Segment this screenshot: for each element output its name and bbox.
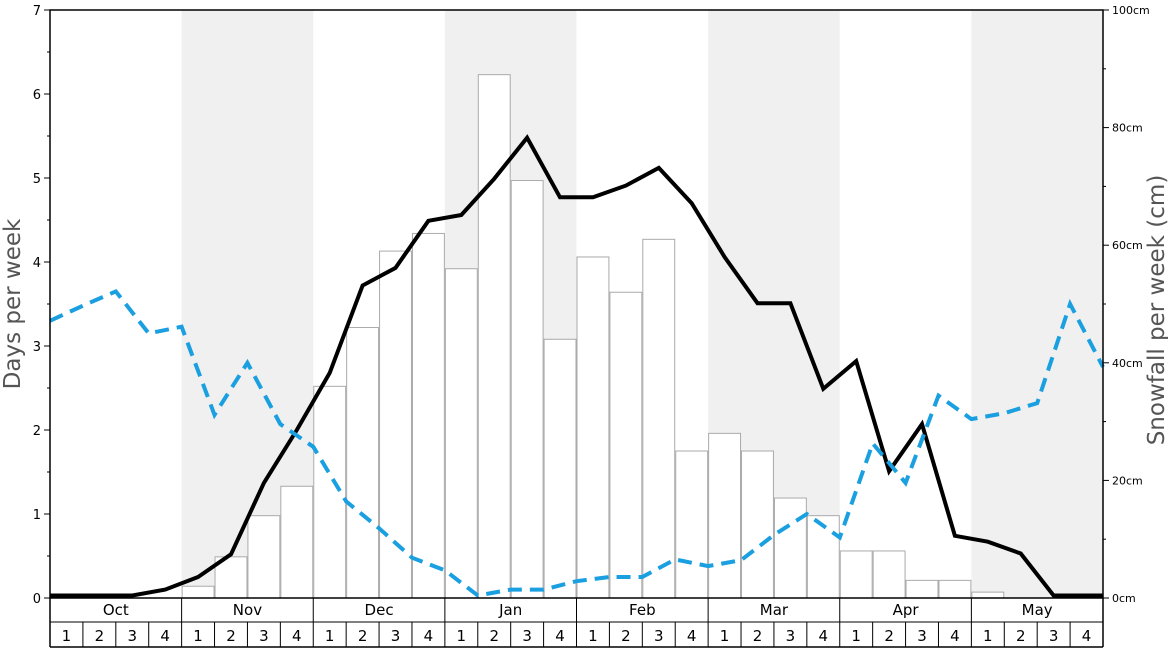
week-label: 2 — [489, 627, 499, 645]
month-label-may: May — [1022, 601, 1053, 619]
snowfall-bar — [247, 515, 281, 599]
month-label-feb: Feb — [629, 601, 656, 619]
right-tick-label: 40cm — [1112, 357, 1143, 370]
snowfall-bar — [905, 579, 939, 599]
week-label: 4 — [555, 627, 565, 645]
snowfall-bar — [313, 385, 347, 599]
week-label: 3 — [786, 627, 796, 645]
week-label: 2 — [753, 627, 763, 645]
snowfall-bar — [609, 291, 643, 599]
week-label: 2 — [1016, 627, 1026, 645]
snowfall-bar — [346, 327, 380, 599]
week-label: 4 — [819, 627, 829, 645]
snowfall-bar — [708, 432, 742, 599]
snowfall-bar — [938, 579, 972, 599]
left-tick-label: 3 — [33, 340, 41, 355]
week-label: 3 — [654, 627, 664, 645]
snowfall-bar — [510, 180, 544, 599]
week-label: 3 — [127, 627, 137, 645]
month-label-dec: Dec — [365, 601, 394, 619]
week-label: 2 — [95, 627, 105, 645]
week-label: 3 — [917, 627, 927, 645]
snowfall-bar — [839, 550, 873, 599]
snowfall-bar — [411, 232, 445, 599]
week-label: 2 — [884, 627, 894, 645]
left-tick-label: 1 — [33, 508, 41, 523]
right-tick-label: 60cm — [1112, 239, 1143, 252]
snowfall-bar — [642, 238, 676, 599]
week-label: 1 — [325, 627, 335, 645]
left-tick-label: 2 — [33, 424, 41, 439]
month-label-mar: Mar — [760, 601, 789, 619]
snowfall-bar — [971, 591, 1005, 599]
snowfall-bar — [543, 338, 577, 599]
week-label: 3 — [391, 627, 401, 645]
right-tick-label: 80cm — [1112, 122, 1143, 135]
week-label: 1 — [588, 627, 598, 645]
week-label: 3 — [259, 627, 269, 645]
snowfall-bar — [675, 450, 709, 599]
left-tick-label: 7 — [33, 4, 41, 19]
solid-series-line — [50, 134, 1103, 598]
left-tick-label: 6 — [33, 88, 41, 103]
week-label: 2 — [621, 627, 631, 645]
week-label: 1 — [62, 627, 72, 645]
week-label: 1 — [983, 627, 993, 645]
week-label: 2 — [226, 627, 236, 645]
week-label: 1 — [851, 627, 861, 645]
dashed-series-line — [49, 288, 1105, 598]
right-tick-label: 100cm — [1112, 4, 1150, 17]
snowfall-bar — [444, 268, 478, 599]
snowfall-bar — [872, 550, 906, 599]
snowfall-bar — [477, 74, 511, 599]
shaded-band-may — [971, 10, 1103, 598]
month-label-apr: Apr — [893, 601, 920, 619]
snowfall-bar — [280, 485, 314, 599]
snowfall-bar — [576, 256, 610, 599]
left-tick-label: 4 — [33, 256, 41, 271]
month-label-oct: Oct — [103, 601, 129, 619]
snowfall-bar — [181, 585, 215, 599]
week-label: 2 — [358, 627, 368, 645]
right-tick-label: 0cm — [1112, 592, 1136, 605]
week-label: 3 — [1049, 627, 1059, 645]
month-label-jan: Jan — [498, 601, 522, 619]
month-label-nov: Nov — [233, 601, 262, 619]
right-tick-label: 20cm — [1112, 474, 1143, 487]
left-tick-label: 5 — [33, 172, 41, 187]
week-label: 4 — [950, 627, 960, 645]
week-label: 1 — [193, 627, 203, 645]
week-label: 3 — [522, 627, 532, 645]
snowfall-bar — [773, 497, 807, 599]
week-label: 4 — [424, 627, 434, 645]
left-tick-label: 0 — [33, 592, 41, 607]
week-label: 4 — [160, 627, 170, 645]
left-axis-title: Days per week — [0, 218, 26, 389]
week-label: 1 — [720, 627, 730, 645]
week-label: 4 — [1082, 627, 1092, 645]
right-axis-title: Snowfall per week (cm) — [1144, 175, 1168, 446]
week-label: 1 — [457, 627, 467, 645]
week-label: 4 — [292, 627, 302, 645]
snowfall-bar — [741, 450, 774, 599]
snowfall-bar — [379, 250, 412, 599]
week-label: 4 — [687, 627, 697, 645]
